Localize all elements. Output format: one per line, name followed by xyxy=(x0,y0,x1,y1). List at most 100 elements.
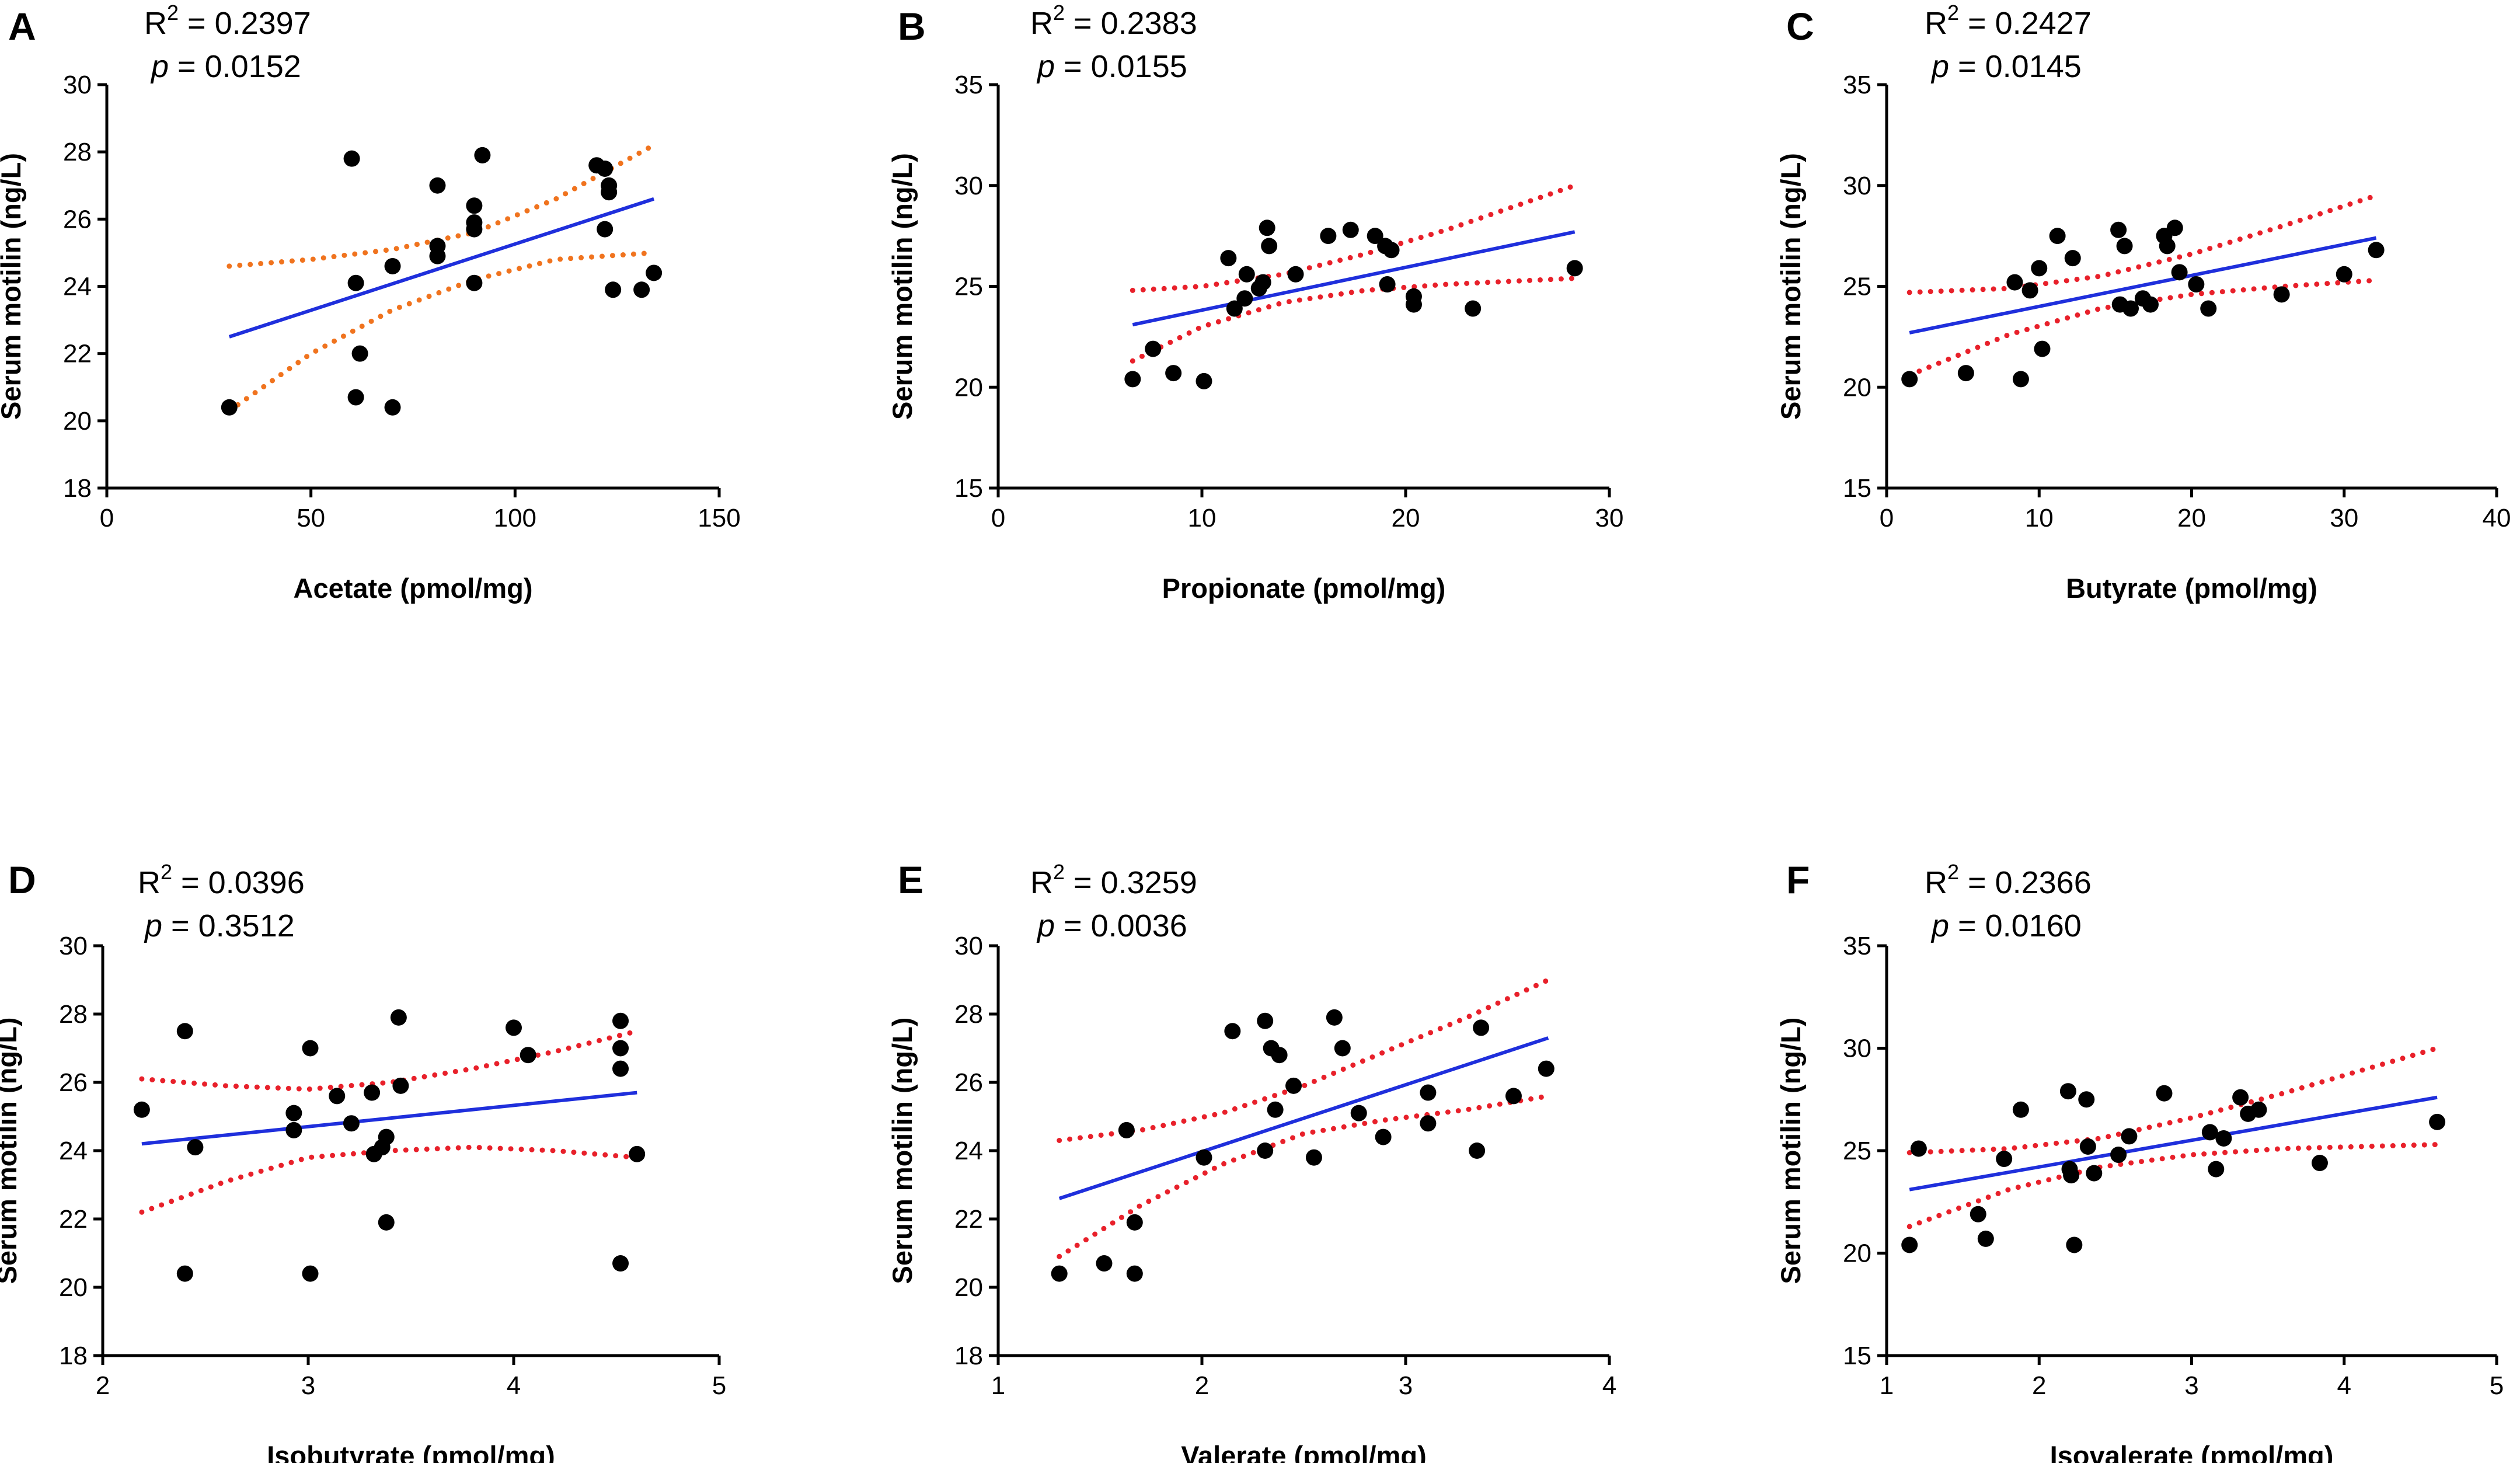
data-point xyxy=(2012,371,2029,388)
r-squared-label: R2 = 0.3259 xyxy=(1030,860,1197,900)
data-point xyxy=(1238,266,1255,283)
x-tick-label: 100 xyxy=(494,504,536,532)
x-tick-label: 0 xyxy=(100,504,114,532)
data-point xyxy=(221,399,238,416)
data-point xyxy=(2142,296,2159,313)
y-tick-label: 26 xyxy=(954,1068,983,1097)
panel-f: F R2 = 0.2366 p = 0.0160 15 20 25 30 35 1 2 3 4 5 Iso… xyxy=(1775,858,2504,1463)
data-point xyxy=(2121,1128,2138,1145)
data-point xyxy=(2059,1083,2076,1100)
x-axis-title: Valerate (pmol/mg) xyxy=(1181,1440,1427,1463)
data-point xyxy=(285,1121,302,1138)
r-squared-label: R2 = 0.2427 xyxy=(1925,1,2092,41)
data-point xyxy=(2429,1113,2446,1130)
data-point xyxy=(1195,372,1212,389)
data-point xyxy=(133,1101,150,1118)
x-tick-label: 2 xyxy=(2032,1371,2046,1400)
data-point xyxy=(2159,238,2176,255)
data-point xyxy=(1538,1060,1554,1077)
data-point xyxy=(2064,250,2081,267)
data-point xyxy=(1901,371,1918,388)
data-point xyxy=(2021,282,2038,299)
data-point xyxy=(384,257,401,274)
ci-upper-curve xyxy=(1057,977,1551,1143)
data-point xyxy=(1145,340,1162,357)
regression-line xyxy=(1132,230,1576,327)
data-point xyxy=(1910,1140,1927,1157)
x-tick-label: 10 xyxy=(1188,504,1217,532)
ci-lower-curve xyxy=(1130,276,1578,364)
x-tick-label: 1 xyxy=(1880,1371,1894,1400)
y-tick-label: 18 xyxy=(954,1342,983,1370)
data-point xyxy=(2086,1165,2103,1182)
data-point xyxy=(1126,1265,1143,1282)
data-point xyxy=(2188,276,2205,293)
y-tick-label: 28 xyxy=(63,138,92,166)
data-point xyxy=(2171,264,2188,281)
data-point xyxy=(1977,1230,1994,1247)
y-tick-label: 25 xyxy=(954,273,983,301)
data-point xyxy=(1566,260,1583,277)
data-point xyxy=(1420,1115,1437,1132)
data-point xyxy=(2156,1085,2173,1102)
y-tick-label: 30 xyxy=(63,71,92,99)
regression-line xyxy=(141,1091,637,1146)
data-point xyxy=(364,1084,381,1101)
data-point xyxy=(2006,274,2023,291)
panel-letter: C xyxy=(1786,5,1814,48)
data-point xyxy=(1259,220,1275,236)
regression-line xyxy=(228,197,655,339)
data-point xyxy=(1334,1040,1351,1057)
data-point xyxy=(1267,1101,1284,1118)
data-point xyxy=(1124,371,1141,388)
data-point xyxy=(176,1265,193,1282)
data-point xyxy=(1096,1255,1113,1272)
data-point xyxy=(597,160,614,177)
panel-letter: A xyxy=(8,5,36,48)
x-tick-label: 3 xyxy=(301,1371,315,1400)
y-axis-title: Serum motilin (ng/L) xyxy=(887,1018,918,1284)
data-point xyxy=(1420,1084,1437,1101)
data-point xyxy=(1118,1121,1135,1138)
x-tick-label: 2 xyxy=(96,1371,110,1400)
r-squared-label: R2 = 0.2397 xyxy=(144,1,311,41)
y-tick-label: 15 xyxy=(1843,474,1871,503)
data-point xyxy=(646,264,663,281)
data-point xyxy=(1367,228,1383,245)
y-axis-title: Serum motilin (ng/L) xyxy=(887,153,918,420)
x-tick-label: 20 xyxy=(2177,504,2206,532)
data-point xyxy=(1469,1142,1486,1159)
data-point xyxy=(329,1088,346,1105)
data-point xyxy=(2116,238,2133,255)
y-tick-label: 18 xyxy=(63,474,92,503)
x-tick-label: 1 xyxy=(991,1371,1005,1400)
y-tick-label: 15 xyxy=(954,474,983,503)
data-point xyxy=(466,274,483,291)
data-point xyxy=(176,1023,193,1040)
x-axis-title: Isovalerate (pmol/mg) xyxy=(2050,1440,2334,1463)
data-point xyxy=(1405,296,1422,313)
data-point xyxy=(1226,300,1243,317)
data-point xyxy=(506,1019,522,1036)
y-tick-label: 30 xyxy=(1843,1034,1871,1063)
y-tick-label: 30 xyxy=(954,172,983,200)
data-point xyxy=(1901,1236,1918,1253)
data-point xyxy=(2063,1167,2080,1184)
data-point xyxy=(612,1040,629,1057)
data-point xyxy=(612,1012,629,1029)
y-tick-label: 30 xyxy=(954,932,983,960)
x-axis-title: Butyrate (pmol/mg) xyxy=(2066,573,2317,604)
y-tick-label: 20 xyxy=(1843,1239,1871,1268)
data-point xyxy=(2012,1101,2029,1118)
ci-lower-curve xyxy=(1057,1093,1551,1259)
p-value-label: p = 0.0036 xyxy=(1036,908,1187,943)
data-point xyxy=(2122,300,2139,317)
data-point xyxy=(605,281,622,298)
data-point xyxy=(629,1145,646,1162)
panel-d: D R2 = 0.0396 p = 0.3512 18 20 22 24 26 28 30 2 3 4 5… xyxy=(0,858,726,1463)
data-point xyxy=(347,389,364,406)
data-point xyxy=(302,1040,319,1057)
data-point xyxy=(390,1009,407,1026)
data-point xyxy=(1254,274,1271,291)
y-tick-label: 35 xyxy=(1843,71,1871,99)
